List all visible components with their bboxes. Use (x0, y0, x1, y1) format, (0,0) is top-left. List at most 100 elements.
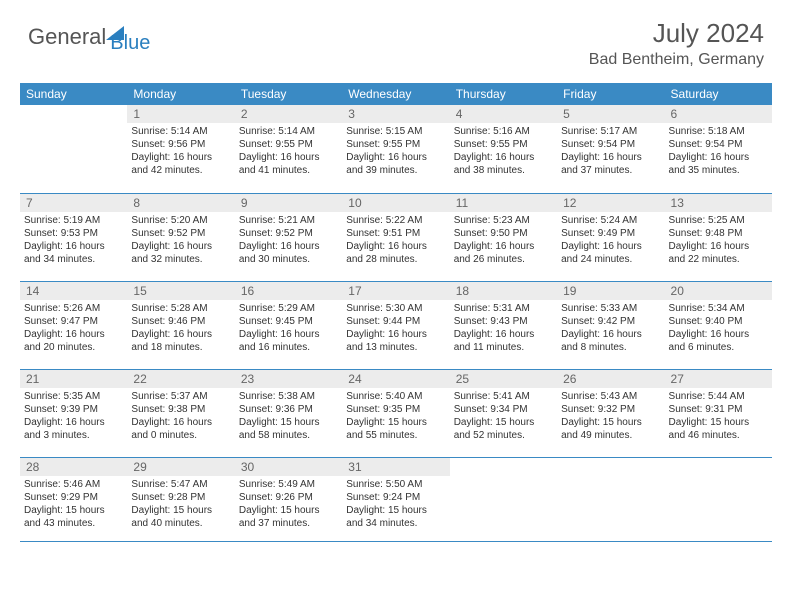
calendar-day-cell: 29Sunrise: 5:47 AMSunset: 9:28 PMDayligh… (127, 457, 234, 541)
calendar-day-cell: 14Sunrise: 5:26 AMSunset: 9:47 PMDayligh… (20, 281, 127, 369)
day-details: Sunrise: 5:47 AMSunset: 9:28 PMDaylight:… (127, 476, 234, 532)
calendar-day-cell: 5Sunrise: 5:17 AMSunset: 9:54 PMDaylight… (557, 105, 664, 193)
calendar-day-cell: 25Sunrise: 5:41 AMSunset: 9:34 PMDayligh… (450, 369, 557, 457)
day-details: Sunrise: 5:26 AMSunset: 9:47 PMDaylight:… (20, 300, 127, 356)
day-number: 21 (20, 370, 127, 388)
day-details: Sunrise: 5:20 AMSunset: 9:52 PMDaylight:… (127, 212, 234, 268)
day-details: Sunrise: 5:35 AMSunset: 9:39 PMDaylight:… (20, 388, 127, 444)
day-details: Sunrise: 5:34 AMSunset: 9:40 PMDaylight:… (665, 300, 772, 356)
weekday-header: Sunday (20, 83, 127, 105)
calendar-row: 21Sunrise: 5:35 AMSunset: 9:39 PMDayligh… (20, 369, 772, 457)
day-number: 18 (450, 282, 557, 300)
day-number: 24 (342, 370, 449, 388)
calendar-empty-cell (557, 457, 664, 541)
day-details: Sunrise: 5:15 AMSunset: 9:55 PMDaylight:… (342, 123, 449, 179)
day-number: 26 (557, 370, 664, 388)
calendar-day-cell: 13Sunrise: 5:25 AMSunset: 9:48 PMDayligh… (665, 193, 772, 281)
day-number: 28 (20, 458, 127, 476)
header: General Blue July 2024 Bad Bentheim, Ger… (0, 0, 792, 77)
day-details: Sunrise: 5:17 AMSunset: 9:54 PMDaylight:… (557, 123, 664, 179)
day-details: Sunrise: 5:14 AMSunset: 9:55 PMDaylight:… (235, 123, 342, 179)
day-number: 19 (557, 282, 664, 300)
calendar-day-cell: 11Sunrise: 5:23 AMSunset: 9:50 PMDayligh… (450, 193, 557, 281)
calendar-day-cell: 28Sunrise: 5:46 AMSunset: 9:29 PMDayligh… (20, 457, 127, 541)
weekday-header: Tuesday (235, 83, 342, 105)
month-title: July 2024 (589, 18, 764, 49)
location-text: Bad Bentheim, Germany (589, 51, 764, 69)
day-details: Sunrise: 5:37 AMSunset: 9:38 PMDaylight:… (127, 388, 234, 444)
day-number: 13 (665, 194, 772, 212)
calendar-day-cell: 10Sunrise: 5:22 AMSunset: 9:51 PMDayligh… (342, 193, 449, 281)
logo-text-1: General (28, 24, 106, 50)
day-details: Sunrise: 5:28 AMSunset: 9:46 PMDaylight:… (127, 300, 234, 356)
day-details: Sunrise: 5:41 AMSunset: 9:34 PMDaylight:… (450, 388, 557, 444)
day-number: 5 (557, 105, 664, 123)
calendar-day-cell: 16Sunrise: 5:29 AMSunset: 9:45 PMDayligh… (235, 281, 342, 369)
day-number: 25 (450, 370, 557, 388)
calendar-day-cell: 1Sunrise: 5:14 AMSunset: 9:56 PMDaylight… (127, 105, 234, 193)
day-details: Sunrise: 5:49 AMSunset: 9:26 PMDaylight:… (235, 476, 342, 532)
day-number: 29 (127, 458, 234, 476)
day-details: Sunrise: 5:16 AMSunset: 9:55 PMDaylight:… (450, 123, 557, 179)
calendar-row: 1Sunrise: 5:14 AMSunset: 9:56 PMDaylight… (20, 105, 772, 193)
calendar-day-cell: 17Sunrise: 5:30 AMSunset: 9:44 PMDayligh… (342, 281, 449, 369)
calendar-day-cell: 26Sunrise: 5:43 AMSunset: 9:32 PMDayligh… (557, 369, 664, 457)
day-number: 9 (235, 194, 342, 212)
day-number: 12 (557, 194, 664, 212)
calendar-row: 28Sunrise: 5:46 AMSunset: 9:29 PMDayligh… (20, 457, 772, 541)
day-number: 14 (20, 282, 127, 300)
day-details: Sunrise: 5:33 AMSunset: 9:42 PMDaylight:… (557, 300, 664, 356)
day-number: 10 (342, 194, 449, 212)
calendar-row: 7Sunrise: 5:19 AMSunset: 9:53 PMDaylight… (20, 193, 772, 281)
day-details: Sunrise: 5:21 AMSunset: 9:52 PMDaylight:… (235, 212, 342, 268)
day-details: Sunrise: 5:40 AMSunset: 9:35 PMDaylight:… (342, 388, 449, 444)
calendar-day-cell: 6Sunrise: 5:18 AMSunset: 9:54 PMDaylight… (665, 105, 772, 193)
calendar-day-cell: 22Sunrise: 5:37 AMSunset: 9:38 PMDayligh… (127, 369, 234, 457)
day-details: Sunrise: 5:38 AMSunset: 9:36 PMDaylight:… (235, 388, 342, 444)
day-details: Sunrise: 5:14 AMSunset: 9:56 PMDaylight:… (127, 123, 234, 179)
logo-text-2: Blue (110, 32, 150, 55)
calendar-day-cell: 23Sunrise: 5:38 AMSunset: 9:36 PMDayligh… (235, 369, 342, 457)
logo: General Blue (28, 18, 150, 55)
day-details: Sunrise: 5:19 AMSunset: 9:53 PMDaylight:… (20, 212, 127, 268)
weekday-header: Thursday (450, 83, 557, 105)
weekday-header-row: SundayMondayTuesdayWednesdayThursdayFrid… (20, 83, 772, 105)
calendar-day-cell: 31Sunrise: 5:50 AMSunset: 9:24 PMDayligh… (342, 457, 449, 541)
day-details: Sunrise: 5:22 AMSunset: 9:51 PMDaylight:… (342, 212, 449, 268)
day-number: 4 (450, 105, 557, 123)
day-details: Sunrise: 5:18 AMSunset: 9:54 PMDaylight:… (665, 123, 772, 179)
calendar-empty-cell (665, 457, 772, 541)
weekday-header: Saturday (665, 83, 772, 105)
day-number: 1 (127, 105, 234, 123)
day-details: Sunrise: 5:46 AMSunset: 9:29 PMDaylight:… (20, 476, 127, 532)
calendar-day-cell: 19Sunrise: 5:33 AMSunset: 9:42 PMDayligh… (557, 281, 664, 369)
calendar-day-cell: 7Sunrise: 5:19 AMSunset: 9:53 PMDaylight… (20, 193, 127, 281)
day-number: 7 (20, 194, 127, 212)
day-details: Sunrise: 5:31 AMSunset: 9:43 PMDaylight:… (450, 300, 557, 356)
day-details: Sunrise: 5:29 AMSunset: 9:45 PMDaylight:… (235, 300, 342, 356)
weekday-header: Wednesday (342, 83, 449, 105)
calendar-day-cell: 3Sunrise: 5:15 AMSunset: 9:55 PMDaylight… (342, 105, 449, 193)
day-number: 20 (665, 282, 772, 300)
day-details: Sunrise: 5:23 AMSunset: 9:50 PMDaylight:… (450, 212, 557, 268)
day-number: 23 (235, 370, 342, 388)
day-number: 30 (235, 458, 342, 476)
calendar-day-cell: 18Sunrise: 5:31 AMSunset: 9:43 PMDayligh… (450, 281, 557, 369)
calendar-day-cell: 20Sunrise: 5:34 AMSunset: 9:40 PMDayligh… (665, 281, 772, 369)
calendar-day-cell: 27Sunrise: 5:44 AMSunset: 9:31 PMDayligh… (665, 369, 772, 457)
day-details: Sunrise: 5:24 AMSunset: 9:49 PMDaylight:… (557, 212, 664, 268)
day-number: 11 (450, 194, 557, 212)
calendar-day-cell: 30Sunrise: 5:49 AMSunset: 9:26 PMDayligh… (235, 457, 342, 541)
day-details: Sunrise: 5:43 AMSunset: 9:32 PMDaylight:… (557, 388, 664, 444)
calendar-day-cell: 9Sunrise: 5:21 AMSunset: 9:52 PMDaylight… (235, 193, 342, 281)
day-number: 31 (342, 458, 449, 476)
day-number: 15 (127, 282, 234, 300)
day-details: Sunrise: 5:50 AMSunset: 9:24 PMDaylight:… (342, 476, 449, 532)
calendar-empty-cell (20, 105, 127, 193)
calendar-day-cell: 21Sunrise: 5:35 AMSunset: 9:39 PMDayligh… (20, 369, 127, 457)
day-number: 16 (235, 282, 342, 300)
day-number: 6 (665, 105, 772, 123)
weekday-header: Friday (557, 83, 664, 105)
calendar-empty-cell (450, 457, 557, 541)
day-number: 3 (342, 105, 449, 123)
